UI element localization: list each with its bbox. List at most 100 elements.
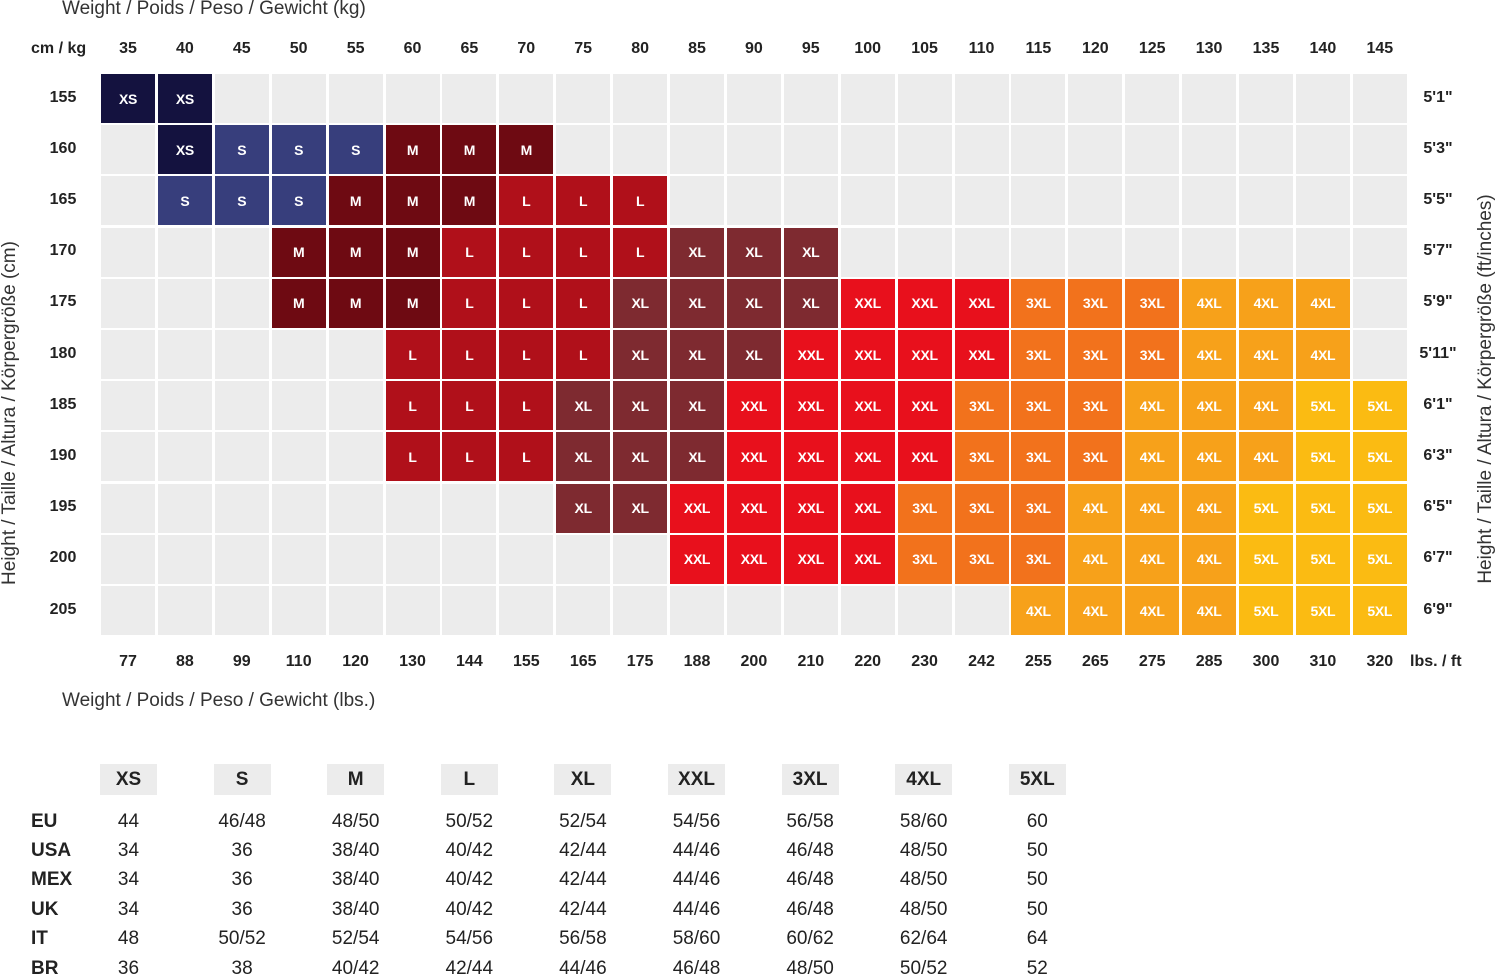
size-cell: XL bbox=[613, 330, 668, 379]
y-tick-ft: 6'1" bbox=[1423, 395, 1453, 413]
size-cell: 4XL bbox=[1011, 586, 1066, 635]
size-cell: L bbox=[442, 278, 497, 328]
conversion-value: 54/56 bbox=[672, 811, 721, 832]
size-cell: M bbox=[385, 227, 440, 277]
conversion-value: 42/44 bbox=[559, 869, 607, 890]
x-tick-kg: 130 bbox=[1195, 40, 1223, 57]
x-tick-kg: 120 bbox=[1081, 40, 1109, 57]
conversion-value: 56/58 bbox=[559, 928, 607, 949]
conversion-value: 52 bbox=[1026, 958, 1048, 979]
conversion-value: 44/46 bbox=[672, 899, 721, 920]
empty-cell bbox=[840, 586, 895, 635]
x-tick-kg: 35 bbox=[119, 40, 137, 57]
size-cell: 3XL bbox=[1068, 381, 1123, 431]
size-cell: 4XL bbox=[1182, 432, 1237, 482]
size-cell: XL bbox=[613, 432, 668, 482]
empty-cell bbox=[385, 586, 440, 635]
empty-cell bbox=[101, 125, 155, 175]
conversion-value: 46/48 bbox=[786, 840, 834, 861]
empty-cell bbox=[897, 227, 952, 277]
size-cell: 4XL bbox=[1295, 330, 1350, 379]
x-tick-lbs: 110 bbox=[285, 653, 312, 670]
empty-cell bbox=[897, 176, 952, 226]
x-tick-lbs: 175 bbox=[626, 653, 654, 670]
empty-cell bbox=[214, 278, 269, 328]
x-tick-lbs: 88 bbox=[175, 653, 194, 670]
x-tick-lbs: 144 bbox=[456, 653, 483, 670]
size-header: S bbox=[213, 764, 271, 795]
empty-cell bbox=[1125, 227, 1180, 277]
size-header: 4XL bbox=[895, 764, 953, 795]
empty-cell bbox=[840, 74, 895, 123]
conversion-value: 46/48 bbox=[786, 869, 834, 890]
size-cell: XL bbox=[726, 278, 781, 328]
top-axis-title: Weight / Poids / Peso / Gewicht (kg) bbox=[62, 0, 366, 19]
empty-cell bbox=[1125, 125, 1180, 175]
x-tick-kg: 70 bbox=[517, 40, 536, 57]
size-cell: XXL bbox=[726, 534, 781, 584]
empty-cell bbox=[783, 176, 838, 226]
conversion-value: 54/56 bbox=[445, 928, 494, 949]
size-cell: XXL bbox=[783, 330, 838, 379]
size-cell: 5XL bbox=[1295, 534, 1350, 584]
empty-cell bbox=[214, 381, 269, 431]
size-cell: L bbox=[499, 330, 554, 379]
empty-cell bbox=[271, 74, 326, 123]
empty-cell bbox=[1239, 74, 1293, 123]
size-cell: XS bbox=[157, 74, 212, 123]
conversion-value: 40/42 bbox=[445, 840, 494, 861]
empty-cell bbox=[101, 586, 155, 635]
empty-cell bbox=[670, 125, 724, 175]
size-cell: L bbox=[613, 176, 668, 226]
size-cell: 3XL bbox=[1011, 483, 1066, 533]
conversion-value: 42/44 bbox=[559, 899, 607, 920]
empty-cell bbox=[214, 483, 269, 533]
size-cell: 4XL bbox=[1239, 381, 1293, 431]
size-cell: XXL bbox=[840, 432, 895, 482]
size-cell: XL bbox=[556, 432, 611, 482]
size-cell: XXL bbox=[840, 278, 895, 328]
size-header: L bbox=[440, 764, 498, 795]
x-tick-lbs: 265 bbox=[1081, 653, 1109, 670]
empty-cell bbox=[840, 227, 895, 277]
conversion-value: 60 bbox=[1026, 811, 1048, 832]
empty-cell bbox=[1068, 227, 1123, 277]
empty-cell bbox=[1011, 227, 1066, 277]
conversion-value: 48/50 bbox=[899, 840, 948, 861]
empty-cell bbox=[954, 586, 1009, 635]
x-tick-kg: 95 bbox=[801, 40, 820, 57]
corner-bottom-label: lbs. / ft bbox=[1410, 653, 1462, 670]
size-cell: XXL bbox=[726, 483, 781, 533]
size-cell: XXL bbox=[897, 278, 952, 328]
y-tick-cm: 155 bbox=[49, 88, 77, 106]
size-cell: 4XL bbox=[1125, 432, 1180, 482]
size-cell: 3XL bbox=[1011, 432, 1066, 482]
size-cell: 5XL bbox=[1295, 586, 1350, 635]
size-cell: 4XL bbox=[1125, 483, 1180, 533]
size-cell: 4XL bbox=[1182, 381, 1237, 431]
y-tick-ft: 6'5" bbox=[1423, 498, 1453, 516]
country-label: EU bbox=[31, 811, 58, 832]
empty-cell bbox=[1239, 176, 1293, 226]
size-cell: 4XL bbox=[1239, 278, 1293, 328]
empty-cell bbox=[1068, 176, 1123, 226]
size-cell: L bbox=[556, 330, 611, 379]
size-cell: 4XL bbox=[1239, 330, 1293, 379]
size-cell: XXL bbox=[897, 381, 952, 431]
size-cell: 3XL bbox=[1068, 432, 1123, 482]
conversion-value: 58/60 bbox=[899, 811, 948, 832]
x-tick-kg: 145 bbox=[1366, 40, 1394, 57]
size-cell: XXL bbox=[783, 381, 838, 431]
empty-cell bbox=[101, 381, 155, 431]
empty-cell bbox=[1011, 74, 1066, 123]
size-cell: XS bbox=[101, 74, 155, 123]
conversion-value: 62/64 bbox=[899, 928, 948, 949]
x-tick-kg: 125 bbox=[1138, 40, 1166, 57]
size-cell: M bbox=[385, 176, 440, 226]
empty-cell bbox=[954, 74, 1009, 123]
size-cell: 4XL bbox=[1182, 534, 1237, 584]
conversion-value: 40/42 bbox=[331, 958, 380, 979]
size-cell: 3XL bbox=[954, 534, 1009, 584]
empty-cell bbox=[840, 176, 895, 226]
size-cell: 4XL bbox=[1295, 278, 1350, 328]
